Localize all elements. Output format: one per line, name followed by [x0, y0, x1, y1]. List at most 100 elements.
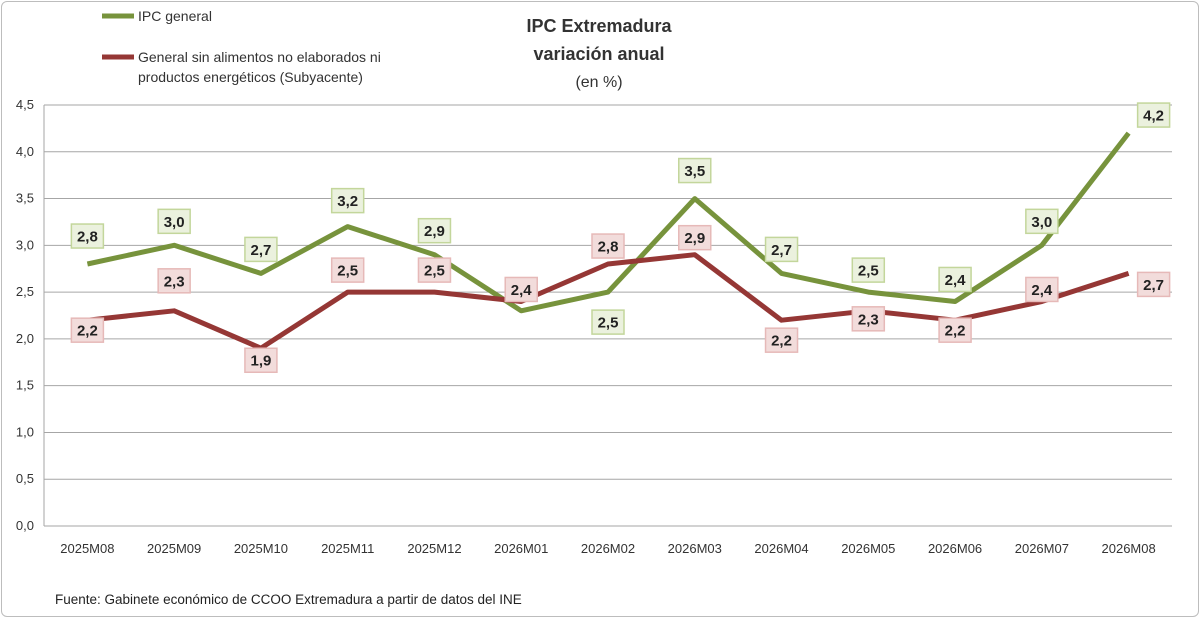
data-label-0-7: 3,5	[678, 157, 712, 184]
data-label-1-5: 2,4	[504, 276, 538, 303]
x-tick-label: 2026M07	[1015, 541, 1069, 556]
x-tick-label: 2025M12	[407, 541, 461, 556]
data-label-text: 2,5	[424, 263, 445, 280]
data-label-box	[330, 187, 365, 214]
title-line-1: IPC Extremadura	[526, 16, 672, 36]
data-label-text: 2,9	[684, 230, 705, 247]
data-label-1-4: 2,5	[417, 257, 452, 283]
data-label-0-12: 4,2	[1136, 102, 1171, 128]
data-label-text: 2,2	[945, 323, 966, 340]
data-label-box	[678, 224, 712, 251]
data-label-box	[938, 266, 972, 293]
y-tick-label: 0,5	[16, 471, 34, 486]
gridlines	[43, 104, 1172, 527]
data-label-box	[244, 236, 278, 263]
data-label-box	[851, 306, 886, 332]
data-label-text: 2,9	[424, 223, 445, 240]
data-label-text: 2,5	[598, 315, 619, 332]
y-tick-label: 4,0	[16, 144, 34, 159]
data-label-box	[417, 217, 452, 244]
data-label-1-9: 2,3	[851, 306, 886, 332]
data-label-text: 2,4	[1031, 282, 1053, 299]
data-label-text: 2,8	[77, 229, 98, 246]
data-label-box	[764, 236, 799, 263]
data-label-0-11: 3,0	[1025, 208, 1059, 235]
data-label-0-2: 2,7	[244, 236, 278, 263]
x-tick-label: 2025M10	[234, 541, 288, 556]
data-label-1-6: 2,8	[591, 233, 625, 259]
y-tick-label: 3,0	[16, 237, 34, 252]
data-label-box	[764, 327, 799, 353]
data-label-box	[1136, 271, 1171, 298]
data-label-text: 2,3	[164, 273, 185, 290]
data-label-box	[851, 257, 886, 283]
y-tick-label: 4,5	[16, 97, 34, 112]
data-labels: 2,8 3,0 2,7 3,2 2,9 2,5 3,5 2,7 2,5 2,4 3,0 4,2 2,2 2…	[70, 102, 1171, 373]
y-tick-label: 1,5	[16, 378, 34, 393]
x-tick-label: 2026M04	[754, 541, 808, 556]
chart-title: IPC Extremadura variación anual (en %)	[526, 16, 672, 91]
data-label-0-9: 2,5	[851, 257, 886, 283]
data-label-text: 2,5	[858, 263, 879, 280]
source-note: Fuente: Gabinete económico de CCOO Extre…	[55, 592, 522, 607]
data-label-0-6: 2,5	[591, 309, 625, 335]
data-label-box	[157, 208, 191, 235]
title-line-3: (en %)	[575, 74, 622, 91]
data-label-box	[591, 309, 625, 335]
data-label-box	[70, 223, 105, 249]
data-label-text: 2,2	[771, 333, 792, 350]
x-tick-label: 2025M11	[321, 541, 374, 556]
data-label-box	[244, 347, 278, 373]
data-label-box	[504, 276, 538, 303]
title-line-2: variación anual	[533, 44, 664, 64]
data-label-1-2: 1,9	[244, 347, 278, 373]
y-axis-ticks: 0,0 0,5 1,0 1,5 2,0 2,5 3,0 3,5 4,0 4,5	[16, 97, 34, 533]
data-label-text: 2,5	[337, 263, 358, 280]
x-tick-label: 2026M02	[581, 541, 635, 556]
data-label-text: 3,2	[337, 193, 358, 210]
data-label-1-7: 2,9	[678, 224, 712, 251]
x-axis-ticks: 2025M08 2025M09 2025M10 2025M11 2025M12 2026M…	[60, 541, 1155, 556]
data-label-1-8: 2,2	[764, 327, 799, 353]
x-tick-label: 2026M05	[841, 541, 895, 556]
data-label-box	[330, 257, 365, 283]
x-tick-label: 2025M09	[147, 541, 201, 556]
x-tick-label: 2026M01	[494, 541, 548, 556]
data-label-text: 3,0	[164, 214, 185, 231]
y-tick-label: 0,0	[16, 518, 34, 533]
x-tick-label: 2025M08	[60, 541, 114, 556]
data-label-text: 2,7	[1143, 277, 1164, 294]
data-label-0-3: 3,2	[330, 187, 365, 214]
y-tick-label: 1,0	[16, 424, 34, 439]
data-label-1-0: 2,2	[70, 317, 105, 343]
y-tick-label: 2,0	[16, 331, 34, 346]
data-label-text: 3,0	[1031, 214, 1052, 231]
data-label-text: 2,7	[250, 242, 271, 259]
data-label-text: 2,3	[858, 311, 879, 328]
data-label-box	[678, 157, 712, 184]
data-label-0-4: 2,9	[417, 217, 452, 244]
data-label-0-8: 2,7	[764, 236, 799, 263]
data-label-box	[1025, 208, 1059, 235]
data-label-0-10: 2,4	[938, 266, 972, 293]
data-label-1-3: 2,5	[330, 257, 365, 283]
x-tick-label: 2026M08	[1102, 541, 1156, 556]
data-label-text: 3,5	[684, 163, 705, 180]
x-tick-label: 2026M03	[668, 541, 722, 556]
data-label-text: 2,2	[77, 323, 98, 340]
data-label-text: 2,4	[945, 272, 967, 289]
data-label-text: 4,2	[1143, 108, 1164, 125]
x-tick-label: 2026M06	[928, 541, 982, 556]
legend-label-subyacente-line-1: General sin alimentos no elaborados ni	[138, 49, 381, 65]
data-label-box	[591, 233, 625, 259]
data-label-text: 2,8	[598, 239, 619, 256]
legend-label-ipc-general: IPC general	[138, 8, 212, 24]
y-tick-label: 2,5	[16, 284, 34, 299]
y-tick-label: 3,5	[16, 191, 34, 206]
data-label-text: 1,9	[250, 353, 271, 370]
data-label-0-0: 2,8	[70, 223, 105, 249]
data-label-box	[1025, 276, 1059, 303]
data-label-box	[1136, 102, 1171, 128]
data-label-1-12: 2,7	[1136, 271, 1171, 298]
data-label-box	[70, 317, 105, 343]
